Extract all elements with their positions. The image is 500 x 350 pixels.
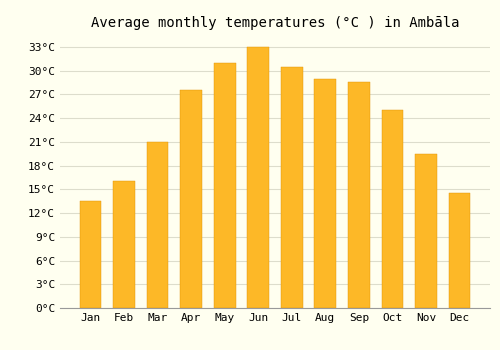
Bar [314, 78, 336, 308]
Bar [80, 201, 102, 308]
Bar [348, 83, 370, 308]
Bar [113, 181, 135, 308]
Bar [382, 110, 404, 308]
Bar [281, 66, 302, 308]
Bar [248, 47, 269, 308]
Bar [180, 90, 202, 308]
Bar [146, 142, 169, 308]
Bar [448, 193, 470, 308]
Bar [214, 63, 236, 308]
Title: Average monthly temperatures (°C ) in Ambāla: Average monthly temperatures (°C ) in Am… [91, 16, 459, 30]
Bar [415, 154, 437, 308]
